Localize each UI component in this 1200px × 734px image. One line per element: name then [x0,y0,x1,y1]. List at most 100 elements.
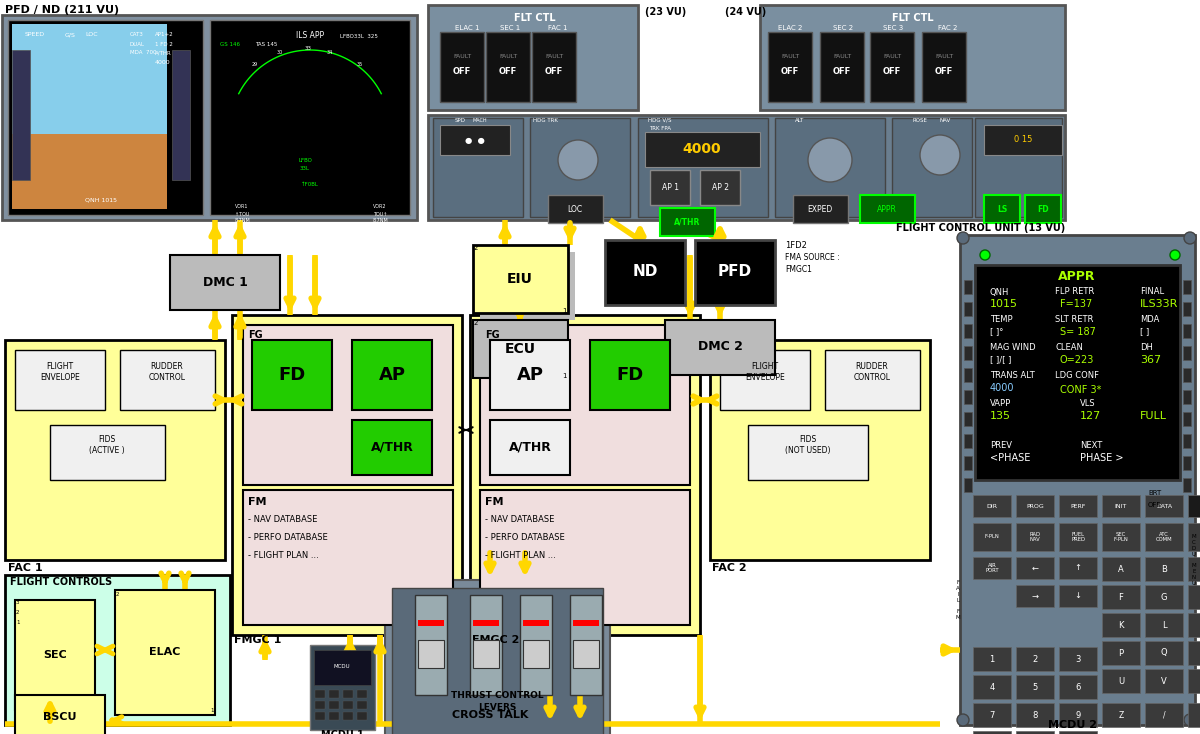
Text: FG: FG [485,330,499,340]
Bar [310,645,374,730]
Text: [ ]/[ ]: [ ]/[ ] [990,355,1012,365]
Text: - FLIGHT PLAN ...: - FLIGHT PLAN ... [248,551,319,561]
Bar [1025,195,1061,223]
Text: DH: DH [1140,344,1153,352]
Text: ECU: ECU [504,342,535,356]
Bar [329,712,340,720]
Text: 135: 135 [990,411,1010,421]
Text: [ ]°: [ ]° [990,327,1003,336]
Text: 5: 5 [1032,683,1038,691]
Text: 2: 2 [1032,655,1038,664]
Bar [700,170,740,205]
Text: THRUST CONTROL: THRUST CONTROL [451,691,544,700]
Text: 1015: 1015 [990,299,1018,309]
Bar [570,595,602,695]
Text: V: V [1162,677,1166,686]
Text: - FLIGHT PLAN ...: - FLIGHT PLAN ... [485,551,556,561]
Text: FAULT: FAULT [452,54,472,59]
Text: 34: 34 [326,49,334,54]
Circle shape [1184,714,1196,726]
Bar [14,600,95,710]
Bar [523,620,550,626]
Bar [973,731,1010,734]
Text: FD: FD [278,366,306,384]
Text: MDA  700: MDA 700 [130,51,156,56]
Text: VOR2: VOR2 [373,205,386,209]
Bar [12,134,167,209]
Bar [8,20,203,215]
Bar [605,240,685,305]
Text: APPR: APPR [1058,271,1096,283]
Bar [1016,675,1054,699]
Text: MCDU 1: MCDU 1 [320,730,364,734]
Bar [974,118,1062,217]
Text: 1: 1 [989,655,995,664]
Text: F: F [1118,592,1123,601]
Text: 1: 1 [563,308,568,314]
Text: U: U [1118,677,1124,686]
Text: FUEL
PRED: FUEL PRED [1072,531,1085,542]
Bar [960,235,1195,725]
Bar [638,118,768,217]
Circle shape [920,135,960,175]
Text: 3: 3 [1075,655,1081,664]
Text: TRK FPA: TRK FPA [649,126,671,131]
Text: DMC 1: DMC 1 [203,275,247,288]
Bar [1145,495,1183,517]
Text: FLIGHT
ENVELOPE: FLIGHT ENVELOPE [40,363,80,382]
Bar [964,390,972,404]
Text: SLT RETR: SLT RETR [1055,316,1093,324]
Text: 7: 7 [989,711,995,719]
Bar [1183,280,1190,294]
Text: QNH: QNH [990,288,1009,297]
Text: F-PLN: F-PLN [985,534,1000,539]
Bar [1102,585,1140,609]
Bar [1016,731,1054,734]
Circle shape [558,140,598,180]
Bar [530,118,630,217]
Text: 1: 1 [210,708,214,713]
Bar [480,328,575,386]
Text: G: G [1160,592,1168,601]
Bar [922,32,966,102]
Text: MACH: MACH [473,117,487,123]
Bar [392,588,604,734]
Text: TEMP: TEMP [990,316,1013,324]
Text: FAULT: FAULT [781,54,799,59]
Bar [590,340,670,410]
Text: 127: 127 [1080,411,1102,421]
Text: AP 2: AP 2 [712,183,728,192]
Bar [532,32,576,102]
Bar [252,340,332,410]
Bar [1102,703,1140,727]
Bar [1183,346,1190,360]
Bar [14,350,106,410]
Bar [548,195,604,223]
Text: AP1+2: AP1+2 [155,32,174,37]
Bar [964,478,972,492]
Text: <PHASE: <PHASE [990,453,1031,463]
Bar [964,302,972,316]
Text: 1 FD 2: 1 FD 2 [155,42,173,46]
Text: FM: FM [248,497,266,507]
Text: A/THR: A/THR [674,217,700,227]
Text: FLT CTL: FLT CTL [892,13,934,23]
Text: S= 187: S= 187 [1060,327,1096,337]
Text: PREV: PREV [990,441,1012,451]
Text: 2: 2 [116,592,120,597]
Bar [964,280,972,294]
Bar [665,320,775,375]
Text: LFBO33L  325: LFBO33L 325 [340,34,378,38]
Text: LOC: LOC [568,205,582,214]
Bar [964,346,972,360]
Bar [314,712,325,720]
Bar [242,325,454,485]
Bar [820,32,864,102]
Text: - PERFO DATABASE: - PERFO DATABASE [485,534,565,542]
Bar [973,495,1010,517]
Bar [428,115,1066,220]
Text: SEC 3: SEC 3 [883,25,904,31]
Bar [440,32,484,102]
Circle shape [1170,250,1180,260]
Text: OFF: OFF [935,68,953,76]
